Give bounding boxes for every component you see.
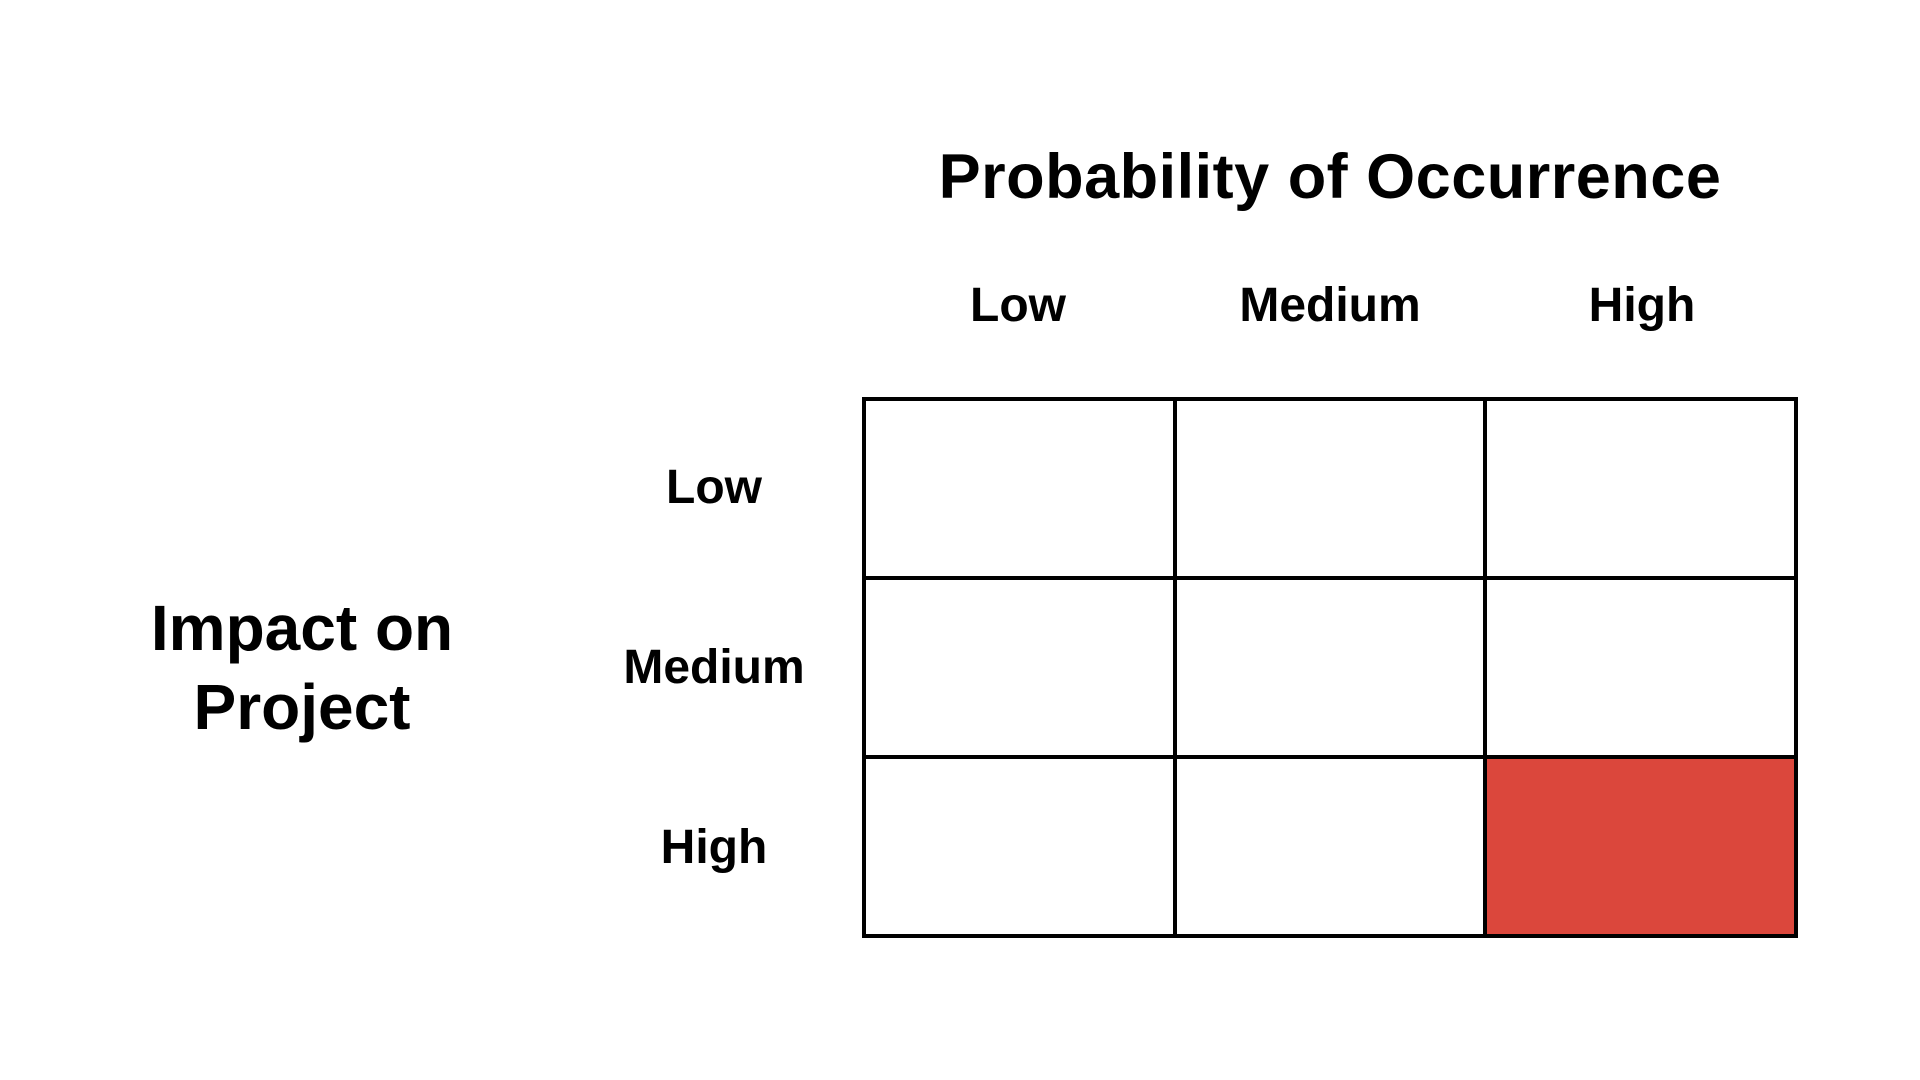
column-header-high: High <box>1588 278 1696 332</box>
matrix-cell-high-low <box>866 759 1173 934</box>
matrix-cell-medium-high <box>1487 580 1794 755</box>
matrix-cell-low-medium <box>1176 401 1484 576</box>
column-header-medium: Medium <box>1239 278 1421 332</box>
matrix-cell-high-high <box>1487 759 1794 934</box>
matrix-cell-low-high <box>1487 401 1794 576</box>
matrix-cell-medium-medium <box>1176 580 1484 755</box>
matrix-cell-high-medium <box>1176 759 1484 934</box>
matrix-cell-medium-low <box>866 580 1173 755</box>
row-axis-title-line-2: Project <box>193 670 411 743</box>
matrix-cell-low-low <box>866 401 1173 576</box>
row-header-low: Low <box>666 460 762 514</box>
column-axis-title: Probability of Occurrence <box>938 142 1722 212</box>
row-header-medium: Medium <box>623 640 805 694</box>
row-axis-title: Impact on Project <box>100 397 504 938</box>
column-header-low: Low <box>970 278 1066 332</box>
matrix-grid <box>862 397 1798 938</box>
row-axis-title-line-1: Impact on <box>150 591 454 664</box>
column-headers: Low Medium High <box>862 268 1798 342</box>
row-headers: Low Medium High <box>554 397 874 938</box>
row-header-high: High <box>660 821 768 875</box>
